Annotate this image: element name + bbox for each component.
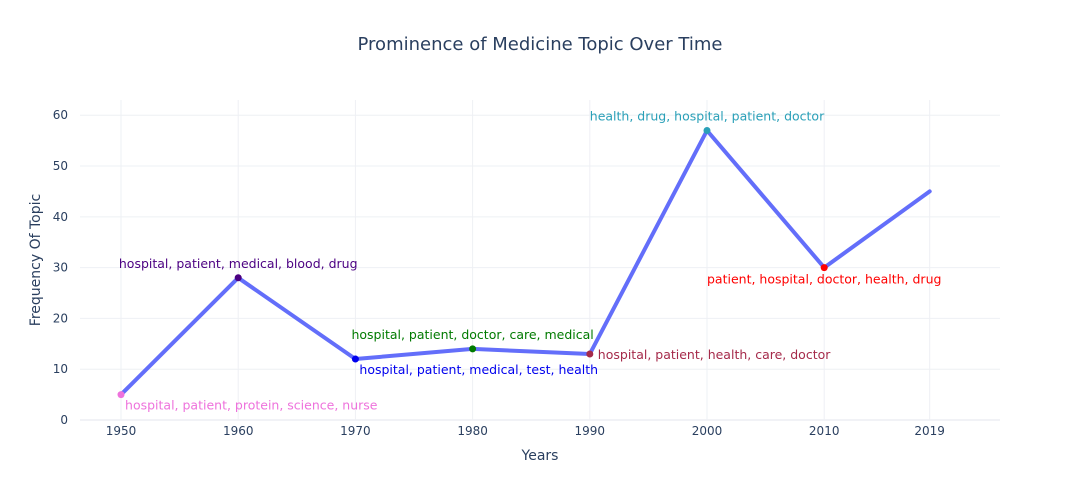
data-label: patient, hospital, doctor, health, drug xyxy=(707,272,941,287)
x-tick-label: 2000 xyxy=(692,424,723,438)
data-label: hospital, patient, protein, science, nur… xyxy=(125,398,378,413)
x-tick-label: 1970 xyxy=(340,424,371,438)
data-point xyxy=(469,345,477,353)
grid xyxy=(80,100,1000,421)
data-point xyxy=(117,391,125,399)
x-tick-label: 1950 xyxy=(106,424,137,438)
data-labels: hospital, patient, protein, science, nur… xyxy=(119,108,942,412)
y-tick-label: 50 xyxy=(53,159,68,173)
data-point xyxy=(234,274,242,282)
chart-title: Prominence of Medicine Topic Over Time xyxy=(358,34,723,55)
x-axis-title: Years xyxy=(521,448,559,464)
y-tick-label: 40 xyxy=(53,210,68,224)
x-axis-ticks: 1950 1960 1970 1980 1990 2000 2010 2019 xyxy=(106,424,945,438)
series-line xyxy=(119,128,932,397)
x-tick-label: 2010 xyxy=(809,424,840,438)
y-tick-label: 20 xyxy=(53,311,68,325)
y-axis-title: Frequency Of Topic xyxy=(28,194,44,326)
x-tick-label: 1980 xyxy=(457,424,488,438)
y-tick-label: 30 xyxy=(53,261,68,275)
data-label: hospital, patient, medical, blood, drug xyxy=(119,256,358,271)
x-tick-label: 1960 xyxy=(223,424,254,438)
y-tick-label: 10 xyxy=(53,362,68,376)
data-label: health, drug, hospital, patient, doctor xyxy=(590,108,825,123)
data-label: hospital, patient, doctor, care, medical xyxy=(351,327,593,342)
y-axis-ticks: 0 10 20 30 40 50 60 xyxy=(53,108,68,427)
data-point xyxy=(703,126,711,134)
data-point xyxy=(351,355,359,363)
x-tick-label: 2019 xyxy=(914,424,945,438)
markers xyxy=(117,126,828,399)
y-tick-label: 0 xyxy=(60,413,68,427)
y-tick-label: 60 xyxy=(53,108,68,122)
x-tick-label: 1990 xyxy=(575,424,606,438)
data-point xyxy=(586,350,594,358)
data-label: hospital, patient, health, care, doctor xyxy=(598,347,831,362)
data-point xyxy=(820,264,828,272)
series-polyline xyxy=(119,128,932,397)
data-label: hospital, patient, medical, test, health xyxy=(359,362,598,377)
